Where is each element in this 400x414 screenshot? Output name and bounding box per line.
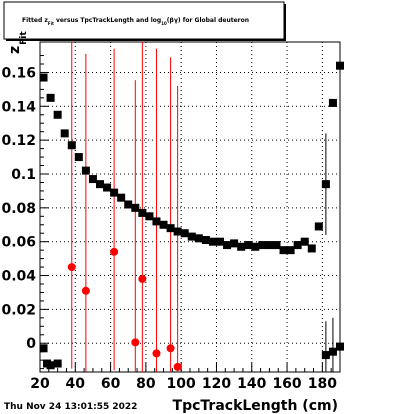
data-point-square xyxy=(307,244,316,253)
data-point-square xyxy=(138,208,147,217)
data-point-square xyxy=(314,222,323,231)
data-point-circle xyxy=(138,274,147,283)
x-tick-label: 60 xyxy=(101,376,121,392)
data-point-square xyxy=(96,180,104,189)
data-point-square xyxy=(230,239,239,248)
data-point-square xyxy=(194,234,203,243)
data-point-square xyxy=(251,242,260,251)
data-point-square xyxy=(53,110,62,119)
data-point-circle xyxy=(67,263,76,272)
data-point-square xyxy=(88,175,97,184)
data-point-square xyxy=(103,183,112,192)
x-tick-label: 80 xyxy=(136,376,156,392)
data-point-square xyxy=(124,200,133,209)
title-box-shadow xyxy=(6,39,286,41)
data-markers xyxy=(39,61,344,371)
data-point-square xyxy=(279,246,288,255)
data-point-square xyxy=(166,224,175,233)
y-axis-title-sub: Fit xyxy=(19,31,29,45)
y-tick-label: 0.1 xyxy=(11,167,36,183)
data-point-square xyxy=(159,220,168,229)
data-point-square xyxy=(328,347,337,356)
data-point-square xyxy=(53,359,62,368)
data-point-square xyxy=(244,241,253,250)
data-point-square xyxy=(286,246,295,255)
data-point-square xyxy=(39,73,48,82)
y-tick-label: 0.02 xyxy=(1,302,36,318)
data-point-square xyxy=(300,237,309,246)
data-point-square xyxy=(265,241,274,250)
svg-text:zFit: zFit xyxy=(7,31,29,54)
y-tick-label: 0.14 xyxy=(1,99,36,115)
data-point-circle xyxy=(81,286,90,295)
axis-ticks xyxy=(39,55,341,372)
data-point-square xyxy=(46,93,55,102)
data-point-square xyxy=(258,241,267,250)
data-point-circle xyxy=(166,344,175,353)
data-point-circle xyxy=(173,362,182,371)
data-point-square xyxy=(208,237,217,246)
x-tick-label: 180 xyxy=(308,376,337,392)
chart-title: Fitted zFit versus TpcTrackLength and lo… xyxy=(22,17,249,26)
data-point-square xyxy=(74,153,83,162)
data-point-square xyxy=(173,227,182,236)
data-point-square xyxy=(81,166,90,175)
title-box xyxy=(3,1,285,40)
x-tick-label: 160 xyxy=(272,376,301,392)
data-point-square xyxy=(110,188,119,197)
data-point-square xyxy=(145,212,154,221)
x-tick-label: 140 xyxy=(237,376,266,392)
x-tick-label: 40 xyxy=(66,376,86,392)
data-point-square xyxy=(67,141,76,150)
data-point-circle xyxy=(152,349,161,358)
data-point-square xyxy=(46,361,55,370)
title-box-shadow-side xyxy=(284,4,286,41)
plot-frame xyxy=(39,41,341,373)
data-point-square xyxy=(201,236,210,244)
y-tick-label: 0.04 xyxy=(1,269,36,285)
y-axis-title: zFit xyxy=(7,31,29,54)
y-tick-label: 0.16 xyxy=(1,65,36,81)
x-tick-label: 20 xyxy=(30,376,50,392)
data-point-square xyxy=(293,241,302,250)
data-point-square xyxy=(237,242,246,251)
data-point-circle xyxy=(131,338,140,347)
error-bars xyxy=(71,42,341,372)
x-tick-label: 120 xyxy=(202,376,231,392)
data-point-square xyxy=(180,229,189,238)
data-point-square xyxy=(117,193,126,202)
data-point-square xyxy=(216,237,224,246)
y-tick-label: 0.08 xyxy=(1,201,36,217)
data-point-square xyxy=(272,241,281,250)
x-axis-title: TpcTrackLength (cm) xyxy=(173,398,338,414)
y-tick-label: 0.06 xyxy=(1,235,36,251)
tick-labels: 20 40 60 80 100 120 140 160 180 0 0.02 0.04 0.06 0.08… xyxy=(1,65,337,392)
data-point-square xyxy=(336,61,344,70)
y-tick-label: 0.12 xyxy=(1,133,36,149)
x-tick-label: 100 xyxy=(167,376,196,392)
data-point-square xyxy=(223,241,232,250)
data-point-circle xyxy=(110,247,119,256)
y-axis-title-main: z xyxy=(7,46,23,54)
data-point-square xyxy=(131,203,140,212)
data-point-square xyxy=(336,342,344,351)
y-tick-label: 0 xyxy=(26,336,36,352)
footer-timestamp: Thu Nov 24 13:01:55 2022 xyxy=(4,402,137,412)
data-point-square xyxy=(187,232,196,241)
data-point-square xyxy=(39,344,48,353)
data-point-square xyxy=(152,217,161,226)
data-point-square xyxy=(321,351,330,360)
data-point-square xyxy=(60,129,69,138)
data-point-square xyxy=(321,180,330,189)
data-point-square xyxy=(328,98,337,107)
